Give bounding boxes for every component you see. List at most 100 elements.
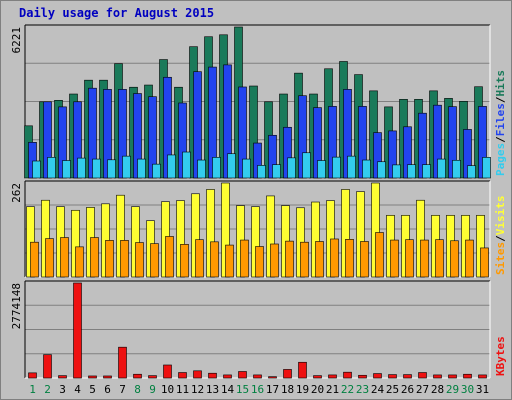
day-label: 6 [104, 383, 111, 396]
bar-kbytes-day-23 [358, 374, 367, 379]
bar-pages-day-9 [152, 163, 161, 179]
bar-pages-day-20 [317, 160, 326, 179]
bar-pages-day-6 [107, 159, 116, 179]
bar-sites-day-2 [45, 238, 54, 278]
panel-3: 2774148 KBytes [10, 280, 507, 379]
bar-kbytes-day-2 [43, 354, 52, 379]
day-label: 2 [44, 383, 51, 396]
bar-pages-day-24 [377, 161, 386, 179]
bar-sites-day-21 [330, 238, 339, 278]
bar-sites-day-12 [195, 239, 204, 278]
bar-sites-day-1 [30, 241, 39, 278]
day-label: 4 [74, 383, 81, 396]
bar-pages-day-2 [47, 157, 56, 179]
bar-kbytes-day-19 [298, 361, 307, 379]
bar-kbytes-day-1 [28, 372, 37, 379]
bar-pages-day-26 [407, 164, 416, 179]
bar-pages-day-12 [197, 159, 206, 179]
day-label: 16 [251, 383, 264, 396]
bar-pages-day-5 [92, 158, 101, 179]
bar-sites-day-26 [405, 239, 414, 278]
bar-pages-day-30 [467, 165, 476, 179]
legend-entry: Visits [494, 196, 507, 236]
bar-sites-day-24 [375, 232, 384, 278]
bar-pages-day-15 [242, 158, 251, 179]
bar-sites-day-22 [345, 239, 354, 278]
bar-pages-day-19 [302, 152, 311, 179]
day-label: 27 [416, 383, 429, 396]
bar-pages-day-8 [137, 158, 146, 179]
bar-kbytes-day-31 [478, 374, 487, 379]
bar-pages-day-16 [257, 165, 266, 179]
bar-pages-day-22 [347, 155, 356, 179]
bar-pages-day-14 [227, 153, 236, 179]
bar-pages-day-1 [32, 160, 41, 179]
bar-kbytes-day-8 [133, 373, 142, 379]
bar-pages-day-13 [212, 157, 221, 179]
bar-pages-day-7 [122, 155, 131, 179]
bar-kbytes-day-27 [418, 372, 427, 379]
y-max-label: 262 [10, 183, 23, 203]
chart-title: Daily usage for August 2015 [19, 6, 215, 20]
bar-sites-day-5 [90, 237, 99, 278]
day-label: 1 [29, 383, 36, 396]
bar-sites-day-30 [465, 239, 474, 278]
bar-sites-day-23 [360, 241, 369, 278]
legend-entry: / [494, 96, 507, 103]
day-label: 20 [311, 383, 324, 396]
bar-kbytes-day-17 [268, 376, 277, 379]
bar-pages-day-10 [167, 154, 176, 179]
bar-kbytes-day-7 [118, 346, 127, 379]
bar-kbytes-day-13 [208, 372, 217, 379]
bar-kbytes-day-30 [463, 373, 472, 379]
bar-kbytes-day-20 [313, 375, 322, 379]
y-max-label: 6221 [10, 27, 23, 54]
day-label: 21 [326, 383, 339, 396]
bar-sites-day-29 [450, 240, 459, 278]
legend-entry: Hits [494, 70, 507, 97]
day-label: 14 [221, 383, 235, 396]
day-label: 19 [296, 383, 309, 396]
legend-entry: Pages [494, 143, 507, 176]
bar-pages-day-29 [452, 159, 461, 179]
bar-pages-day-3 [62, 160, 71, 179]
bar-kbytes-day-10 [163, 364, 172, 379]
day-label: 22 [341, 383, 354, 396]
bar-kbytes-day-4 [73, 282, 82, 379]
bar-pages-day-4 [77, 157, 86, 179]
day-label: 3 [59, 383, 66, 396]
panel-legend: Pages/Files/Hits [494, 70, 507, 176]
bar-sites-day-9 [150, 243, 159, 278]
legend-entry: / [494, 235, 507, 242]
bar-pages-day-21 [332, 156, 341, 179]
day-label: 29 [446, 383, 459, 396]
bar-kbytes-day-22 [343, 371, 352, 379]
panel-legend: KBytes [494, 336, 507, 376]
bar-pages-day-25 [392, 164, 401, 179]
bar-sites-day-6 [105, 240, 114, 278]
bar-kbytes-day-6 [103, 375, 112, 379]
bar-kbytes-day-24 [373, 373, 382, 379]
bar-pages-day-11 [182, 151, 191, 179]
bar-sites-day-8 [135, 242, 144, 278]
bar-pages-day-23 [362, 159, 371, 179]
bar-pages-day-28 [437, 158, 446, 179]
bar-kbytes-day-9 [148, 375, 157, 379]
day-label: 26 [401, 383, 414, 396]
legend-entry: Files [494, 103, 507, 136]
bar-kbytes-day-18 [283, 369, 292, 379]
day-label: 18 [281, 383, 294, 396]
bar-sites-day-3 [60, 237, 69, 278]
day-label: 10 [161, 383, 174, 396]
day-label: 8 [134, 383, 141, 396]
bar-kbytes-day-11 [178, 372, 187, 379]
bar-sites-day-27 [420, 239, 429, 278]
bar-kbytes-day-28 [433, 374, 442, 379]
day-label: 7 [119, 383, 126, 396]
day-label: 25 [386, 383, 399, 396]
bar-kbytes-day-25 [388, 374, 397, 379]
bar-pages-day-31 [482, 157, 491, 179]
bar-kbytes-day-15 [238, 371, 247, 379]
day-label: 30 [461, 383, 474, 396]
bar-kbytes-day-14 [223, 374, 232, 379]
